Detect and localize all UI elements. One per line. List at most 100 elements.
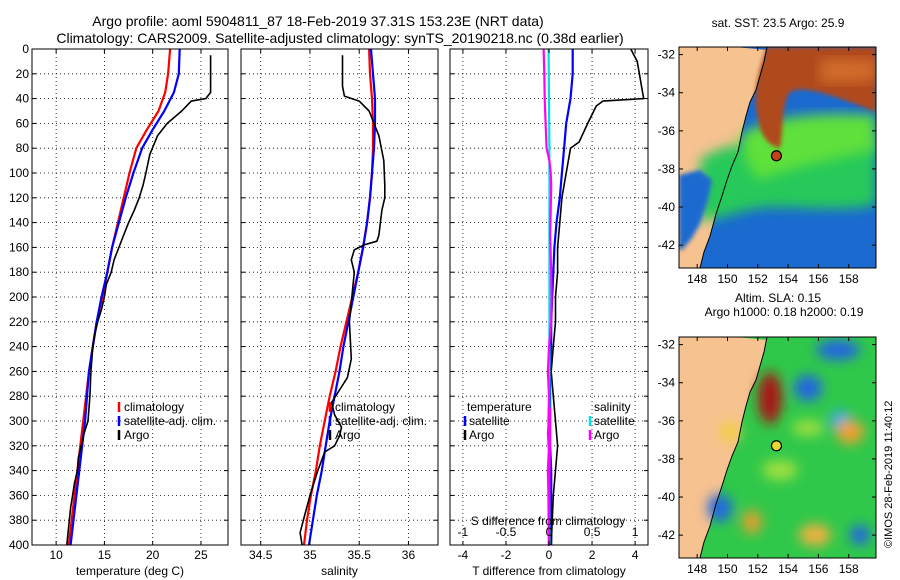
series-line-temperature-argo bbox=[550, 48, 645, 546]
legend-sal-satellite-label: satellite bbox=[594, 414, 635, 428]
sla-high-patch bbox=[720, 422, 740, 442]
sla-high-eddy bbox=[836, 420, 864, 444]
sla-map-title-line1: Altim. SLA: 0.15 bbox=[735, 291, 821, 305]
legend-satellite-adj-label: satellite-adj. clim. bbox=[335, 414, 427, 428]
x-tick-label: 10 bbox=[49, 548, 63, 562]
temperature-legend: climatology satellite-adj. clim. Argo bbox=[117, 400, 216, 442]
sst-mid-water bbox=[700, 140, 876, 222]
map-x-tick-label: 154 bbox=[778, 272, 798, 286]
x-top-tick-label: 1 bbox=[632, 525, 639, 539]
x-top-tick-label: -1 bbox=[458, 525, 469, 539]
series-line-salinity-argo bbox=[542, 48, 553, 547]
map-y-tick-label: -36 bbox=[658, 124, 676, 138]
legend-argo-label: Argo bbox=[124, 428, 150, 442]
map-x-tick-label: 148 bbox=[687, 272, 707, 286]
map-x-tick-label: 154 bbox=[778, 562, 798, 576]
legend-temperature-heading: temperature bbox=[467, 400, 532, 414]
map-y-tick-label: -42 bbox=[658, 528, 676, 542]
y-tick-label: 80 bbox=[16, 141, 30, 155]
x-tick-label: 36 bbox=[402, 548, 416, 562]
y-tick-label: 60 bbox=[16, 116, 30, 130]
y-tick-label: 320 bbox=[9, 439, 29, 453]
y-tick-label: 160 bbox=[9, 240, 29, 254]
x-top-tick-label: 0 bbox=[546, 525, 553, 539]
x-top-tick-label: 0.5 bbox=[584, 525, 601, 539]
argo-position-marker bbox=[770, 440, 783, 452]
sla-low-eddy bbox=[850, 525, 870, 545]
legend-climatology-label: climatology bbox=[335, 400, 395, 414]
map-y-tick-label: -36 bbox=[658, 414, 676, 428]
legend-temp-satellite-label: satellite bbox=[469, 414, 510, 428]
x-axis-label: T difference from climatology bbox=[472, 564, 626, 578]
x-tick-label: 35.5 bbox=[348, 548, 372, 562]
map-frame bbox=[678, 46, 877, 269]
y-tick-label: 340 bbox=[9, 464, 29, 478]
series-line-climatology bbox=[67, 48, 172, 546]
x-tick-label: 20 bbox=[146, 548, 160, 562]
map-x-tick-label: 148 bbox=[687, 562, 707, 576]
figure-title-line2: Climatology: CARS2009. Satellite-adjuste… bbox=[56, 30, 623, 46]
map-y-tick-label: -40 bbox=[658, 200, 676, 214]
sla-mid-patch bbox=[762, 460, 798, 480]
x-tick-label: -2 bbox=[501, 548, 512, 562]
x-axis-label: salinity bbox=[321, 564, 358, 578]
sst-map-axes: 148 150 152 154 156 158 -32 -34 -36 -38 -40 -42 bbox=[658, 46, 877, 286]
map-x-tick-label: 158 bbox=[839, 272, 859, 286]
map-y-tick-label: -42 bbox=[658, 238, 676, 252]
y-tick-label: 300 bbox=[9, 414, 29, 428]
sla-map-title-line2: Argo h1000: 0.18 h2000: 0.19 bbox=[705, 305, 864, 319]
salinity-legend: climatology satellite-adj. clim. Argo bbox=[328, 400, 427, 442]
sst-bass-strait bbox=[679, 170, 712, 250]
map-x-tick-label: 150 bbox=[717, 562, 737, 576]
map-y-tick-label: -38 bbox=[658, 452, 676, 466]
legend-temp-argo-label: Argo bbox=[469, 428, 495, 442]
sla-coastline bbox=[699, 337, 768, 558]
x-top-tick-label: -0.5 bbox=[496, 525, 517, 539]
legend-argo-label: Argo bbox=[335, 428, 361, 442]
sla-high-patch bbox=[799, 524, 831, 546]
x-tick-label: 4 bbox=[632, 548, 639, 562]
series-line-climatology bbox=[302, 48, 375, 546]
map-y-tick-label: -32 bbox=[658, 338, 676, 352]
y-tick-label: 20 bbox=[16, 67, 30, 81]
argo-position-marker bbox=[770, 150, 783, 162]
sst-coastline bbox=[699, 47, 768, 268]
x-axis-label: temperature (deg C) bbox=[76, 564, 184, 578]
sla-low-eddy bbox=[816, 340, 860, 360]
y-tick-label: 280 bbox=[9, 389, 29, 403]
legend-climatology-label: climatology bbox=[124, 400, 184, 414]
y-tick-label: 180 bbox=[9, 265, 29, 279]
y-tick-label: 140 bbox=[9, 216, 29, 230]
y-tick-label: 220 bbox=[9, 315, 29, 329]
figure-title-line1: Argo profile: aoml 5904811_87 18-Feb-201… bbox=[92, 13, 543, 29]
sst-warm-patch bbox=[820, 58, 876, 84]
y-tick-label: 360 bbox=[9, 488, 29, 502]
y-tick-label: 0 bbox=[22, 42, 29, 56]
y-tick-label: 40 bbox=[16, 92, 30, 106]
sla-background bbox=[700, 337, 876, 558]
map-frame bbox=[678, 336, 877, 559]
series-line-argo bbox=[66, 55, 212, 546]
x-tick-label: 0 bbox=[546, 548, 553, 562]
sla-low-eddy bbox=[708, 494, 732, 522]
legend-satellite-adj-label: satellite-adj. clim. bbox=[124, 414, 216, 428]
y-tick-label: 400 bbox=[9, 538, 29, 552]
map-y-tick-label: -40 bbox=[658, 490, 676, 504]
map-x-tick-label: 152 bbox=[748, 562, 768, 576]
legend-sal-argo-label: Argo bbox=[594, 428, 620, 442]
legend-salinity-heading: salinity bbox=[594, 400, 631, 414]
sla-low-eddy bbox=[794, 375, 822, 401]
map-y-tick-label: -34 bbox=[658, 86, 676, 100]
temperature-panel: 10 15 20 25 temperature (deg C) 0 20 40 60 80 100 1… bbox=[9, 42, 229, 578]
y-tick-label: 380 bbox=[9, 513, 29, 527]
map-x-tick-label: 156 bbox=[808, 272, 828, 286]
map-x-tick-label: 152 bbox=[748, 272, 768, 286]
s-difference-axis-label: S difference from climatology bbox=[471, 514, 626, 528]
imos-credit: ©IMOS 28-Feb-2019 11:40:12 bbox=[883, 401, 895, 548]
x-tick-label: 15 bbox=[98, 548, 112, 562]
map-y-tick-label: -32 bbox=[658, 48, 676, 62]
x-tick-label: 34.5 bbox=[249, 548, 273, 562]
y-tick-label: 120 bbox=[9, 191, 29, 205]
map-x-tick-label: 150 bbox=[717, 272, 737, 286]
